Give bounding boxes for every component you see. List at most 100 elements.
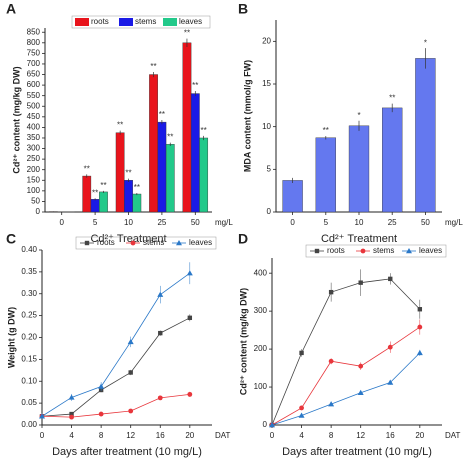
significance: *	[424, 38, 427, 47]
y-tick-label: 0.15	[21, 354, 37, 363]
y-tick-label: 0.10	[21, 376, 37, 385]
y-axis-label: MDA content (mmol/g FW)	[242, 60, 252, 172]
legend-label: stems	[135, 17, 156, 26]
marker	[417, 307, 423, 312]
y-tick-label: 50	[31, 197, 40, 206]
x-tick-label: 0	[59, 218, 64, 227]
bar	[124, 180, 133, 213]
x-tick-label: 8	[99, 431, 104, 440]
x-tick-label: 20	[185, 431, 194, 440]
legend-label: roots	[327, 246, 345, 255]
bar	[190, 93, 200, 213]
marker	[187, 315, 193, 321]
y-tick-label: 200	[254, 344, 268, 353]
y-tick-label: 0	[267, 207, 272, 216]
x-tick-label: 50	[421, 218, 430, 227]
bar	[115, 132, 125, 213]
marker	[314, 248, 320, 254]
bar	[182, 42, 192, 213]
significance: **	[100, 181, 106, 190]
x-unit: DAT	[215, 431, 231, 440]
x-tick-label: 50	[191, 218, 200, 227]
significance: **	[167, 133, 173, 142]
line	[41, 393, 190, 418]
marker	[98, 411, 104, 417]
significance: **	[192, 81, 198, 90]
marker	[69, 411, 74, 417]
y-tick-label: 400	[254, 268, 268, 277]
x-tick-label: 16	[386, 431, 395, 440]
bar	[199, 137, 209, 213]
marker	[269, 422, 275, 428]
legend-label: leaves	[189, 238, 212, 247]
y-tick-label: 700	[27, 59, 41, 68]
bar	[315, 137, 336, 213]
marker	[388, 276, 393, 282]
y-tick-label: 450	[27, 112, 41, 121]
y-tick-label: 0.40	[21, 245, 37, 254]
line	[271, 352, 421, 426]
marker	[416, 349, 423, 356]
marker	[358, 363, 364, 369]
y-tick-label: 15	[262, 79, 271, 88]
marker	[358, 280, 363, 285]
x-tick-label: 20	[415, 431, 424, 440]
legend-label: leaves	[179, 17, 202, 26]
y-axis-label: Weight (g DW)	[6, 307, 16, 368]
y-tick-label: 850	[27, 27, 41, 36]
y-tick-label: 0.00	[21, 420, 37, 429]
y-tick-label: 300	[254, 306, 268, 315]
marker	[157, 395, 163, 401]
x-tick-label: 16	[156, 431, 165, 440]
marker	[98, 383, 105, 389]
y-tick-label: 0.30	[21, 289, 37, 298]
y-tick-label: 0.20	[21, 333, 37, 342]
y-tick-label: 0	[36, 207, 41, 216]
x-tick-label: 0	[40, 431, 45, 440]
y-tick-label: 0.35	[21, 267, 37, 276]
y-tick-label: 400	[27, 123, 41, 132]
marker	[360, 248, 366, 254]
y-tick-label: 500	[27, 101, 41, 110]
legend-swatch	[75, 18, 89, 26]
significance: **	[389, 94, 395, 103]
marker	[39, 413, 45, 419]
y-tick-label: 600	[27, 80, 41, 89]
marker	[328, 289, 334, 295]
panel-label: C	[6, 231, 16, 247]
x-tick-label: 4	[299, 431, 304, 440]
bar	[149, 74, 158, 213]
y-axis-label: Cd²⁺ content (mg/kg DW)	[11, 66, 21, 173]
x-tick-label: 0	[270, 431, 275, 440]
significance: **	[134, 183, 140, 192]
marker	[69, 414, 74, 420]
y-tick-label: 800	[27, 38, 41, 47]
marker	[387, 344, 393, 350]
bar	[415, 58, 436, 213]
bar	[82, 175, 92, 213]
y-tick-label: 250	[27, 154, 41, 163]
line	[41, 272, 191, 417]
bar	[165, 144, 175, 213]
line	[271, 326, 421, 426]
marker	[84, 240, 90, 246]
x-tick-label: 12	[126, 431, 135, 440]
bar	[132, 193, 142, 213]
marker	[176, 240, 182, 246]
x-axis-label: Cd²⁺ Treatment	[90, 233, 166, 245]
bar	[90, 199, 100, 213]
x-tick-label: 10	[355, 218, 364, 227]
bar	[382, 107, 403, 213]
y-tick-label: 20	[262, 36, 271, 45]
legend-box	[75, 236, 217, 250]
bar	[157, 121, 167, 213]
x-tick-label: 5	[93, 218, 98, 227]
y-tick-label: 0	[263, 420, 268, 429]
legend-swatch	[119, 18, 133, 26]
marker	[128, 408, 134, 414]
significance: **	[159, 110, 165, 119]
y-tick-label: 750	[27, 48, 41, 57]
significance: **	[150, 62, 156, 71]
y-tick-label: 5	[267, 164, 272, 173]
marker	[157, 291, 164, 297]
